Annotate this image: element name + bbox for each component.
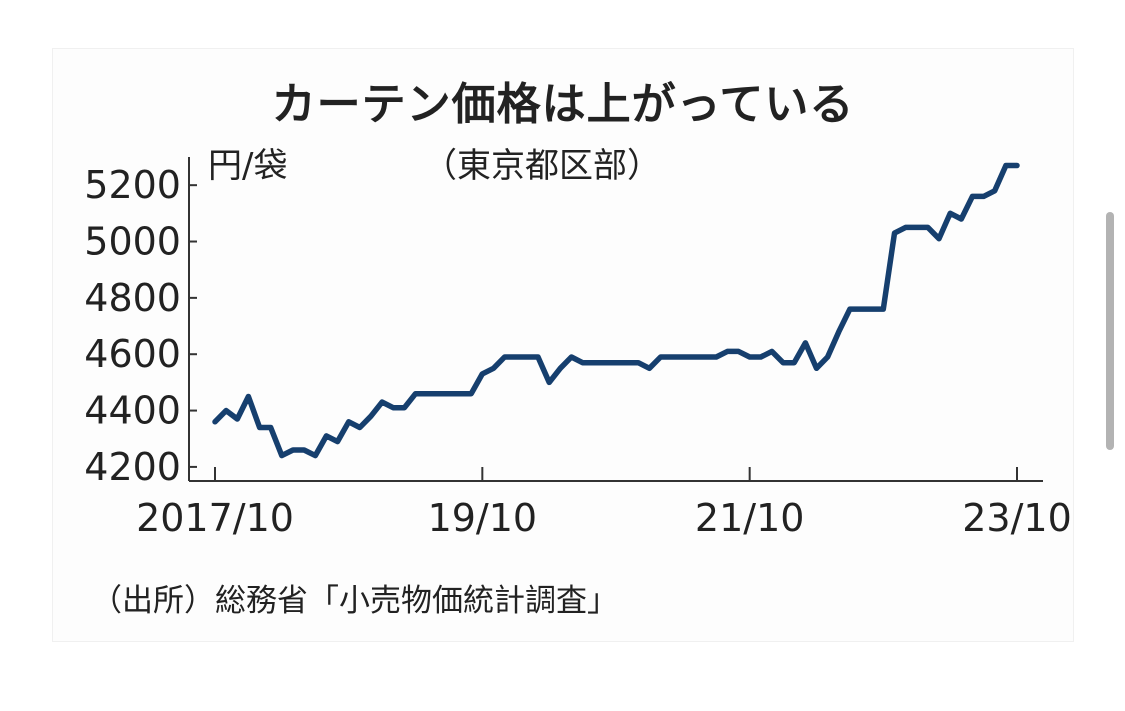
source-note: （出所）総務省「小売物価統計調査」 <box>91 583 618 619</box>
y-tick-label: 4800 <box>84 276 181 320</box>
region-note: （東京都区部） <box>423 146 661 186</box>
x-tick-label: 23/10 <box>962 496 1072 540</box>
y-axis-unit: 円/袋 <box>208 146 287 186</box>
y-tick-label: 4200 <box>84 445 181 489</box>
x-tick-label: 19/10 <box>428 496 538 540</box>
line-chart: カーテン価格は上がっている 円/袋 （東京都区部） 4200 4400 4600 48… <box>84 79 1072 619</box>
scrollbar[interactable] <box>1106 212 1114 450</box>
y-tick-label: 4600 <box>84 332 181 376</box>
y-tick-label: 5200 <box>84 163 181 207</box>
x-ticks: 2017/10 19/10 21/10 23/10 <box>136 467 1072 540</box>
x-tick-label: 2017/10 <box>136 496 294 540</box>
axes <box>188 157 1043 482</box>
series-line <box>212 162 1020 459</box>
y-ticks: 4200 4400 4600 4800 5000 5200 <box>84 163 197 489</box>
y-tick-label: 5000 <box>84 220 181 264</box>
x-tick-label: 21/10 <box>695 496 805 540</box>
chart-card: カーテン価格は上がっている 円/袋 （東京都区部） 4200 4400 4600 48… <box>52 48 1074 642</box>
y-tick-label: 4400 <box>84 389 181 433</box>
chart-title: カーテン価格は上がっている <box>272 79 855 130</box>
series-group <box>212 162 1020 459</box>
